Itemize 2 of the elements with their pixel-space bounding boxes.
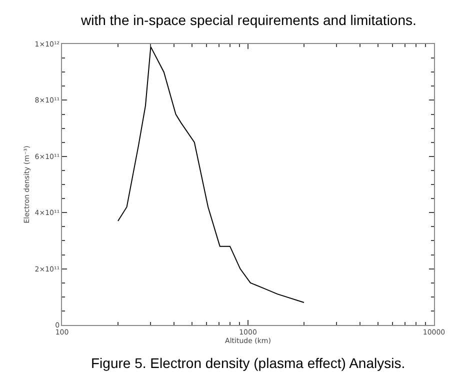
text: with the in-space special requirements and limitations. [80,12,416,28]
caption: Figure 5. Electron density (plasma effect) Analysis. [91,355,406,371]
